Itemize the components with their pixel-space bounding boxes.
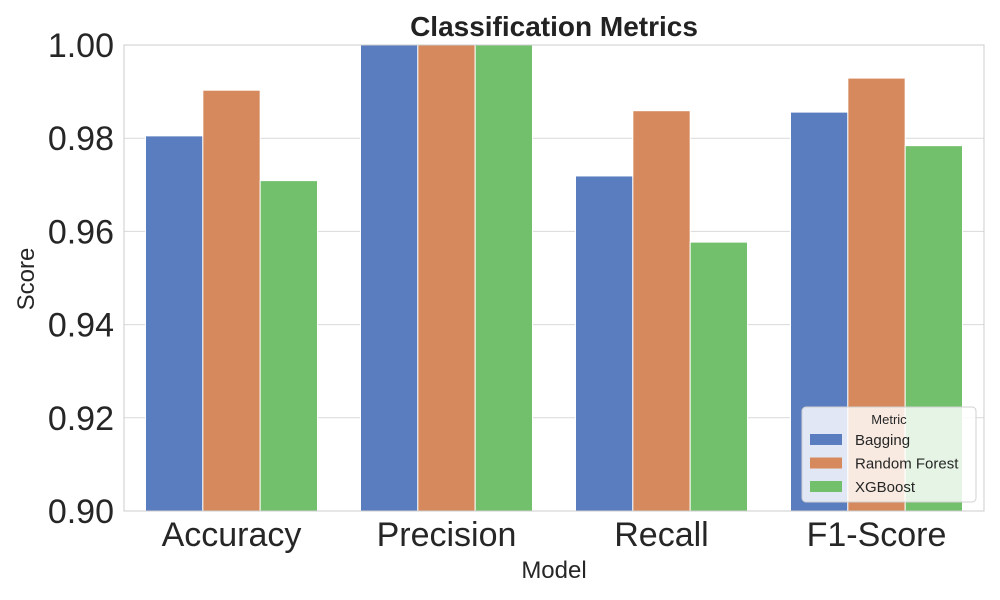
x-axis-label: Model bbox=[521, 557, 586, 584]
bar-random-forest-recall bbox=[632, 110, 691, 512]
legend-label: Bagging bbox=[855, 432, 910, 449]
plot-frame bbox=[123, 44, 985, 512]
y-tick-label: 0.94 bbox=[48, 307, 114, 345]
legend-label: Random Forest bbox=[855, 456, 959, 473]
y-ticks: 0.90 0.92 0.94 0.96 0.98 1.00 bbox=[48, 27, 114, 531]
bar-xgboost-recall bbox=[689, 241, 749, 512]
legend: Metric Bagging Random Forest XGBoost bbox=[801, 406, 977, 503]
bar-xgboost-precision bbox=[474, 44, 533, 512]
bar-bagging-precision bbox=[360, 44, 419, 512]
y-axis-label: Score bbox=[13, 248, 40, 311]
bar-xgboost-accuracy bbox=[259, 180, 318, 512]
legend-label: XGBoost bbox=[855, 479, 916, 496]
x-tick-label: Accuracy bbox=[162, 516, 302, 554]
bar-random-forest-accuracy bbox=[202, 89, 261, 512]
bar-bagging-recall bbox=[575, 175, 634, 512]
y-tick-label: 0.92 bbox=[48, 400, 114, 438]
x-tick-label: F1-Score bbox=[807, 516, 947, 554]
y-tick-label: 0.90 bbox=[48, 493, 114, 531]
legend-swatch bbox=[810, 481, 842, 492]
x-tick-label: Recall bbox=[614, 516, 708, 554]
legend-swatch bbox=[810, 457, 842, 469]
y-tick-label: 0.98 bbox=[48, 120, 114, 158]
y-tick-label: 0.96 bbox=[48, 213, 114, 251]
y-tick-label: 1.00 bbox=[48, 27, 114, 65]
chart-title: Classification Metrics bbox=[410, 11, 698, 42]
bar-bagging-accuracy bbox=[145, 135, 204, 512]
legend-swatch bbox=[810, 434, 842, 445]
legend-title: Metric bbox=[871, 412, 907, 427]
legend-box bbox=[801, 406, 977, 503]
x-tick-label: Precision bbox=[377, 516, 517, 554]
bar-random-forest-precision bbox=[417, 44, 476, 512]
x-ticks: Accuracy Precision Recall F1-Score bbox=[162, 516, 947, 554]
